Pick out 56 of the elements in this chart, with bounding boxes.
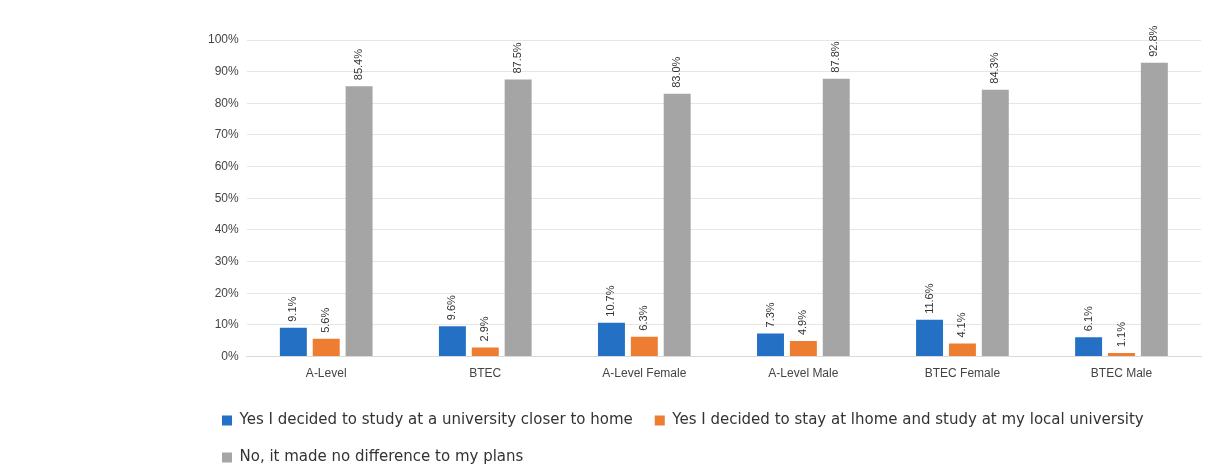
- bar: [1140, 62, 1168, 357]
- bar: [981, 89, 1009, 357]
- y-tick-label: 80%: [214, 95, 240, 110]
- data-label: 6.3%: [637, 305, 650, 331]
- data-label: 87.8%: [829, 41, 842, 73]
- legend-label: Yes I decided to study at a university closer to home: [238, 410, 633, 429]
- y-tick-label: 20%: [214, 285, 240, 300]
- legend-label: Yes I decided to stay at lhome and study at my local university: [671, 410, 1144, 429]
- bar: [438, 326, 466, 357]
- bar: [789, 341, 817, 357]
- x-tick-label: BTEC Female: [924, 366, 1001, 381]
- bar: [312, 338, 340, 357]
- bar: [663, 93, 691, 357]
- bar: [916, 319, 944, 357]
- legend-label: No, it made no difference to my plans: [239, 447, 524, 466]
- bar: [471, 347, 499, 357]
- data-label: 87.5%: [511, 42, 524, 74]
- x-tick-label: BTEC: [469, 366, 502, 381]
- data-label: 1.1%: [1114, 321, 1127, 348]
- data-label: 9.6%: [445, 294, 458, 321]
- y-tick-label: 70%: [214, 127, 240, 142]
- bar: [1075, 337, 1103, 357]
- bar: [757, 333, 784, 357]
- bar: [597, 322, 625, 357]
- data-label: 92.8%: [1147, 25, 1160, 57]
- y-tick-label: 100%: [207, 32, 240, 47]
- bar: [1108, 353, 1135, 357]
- x-tick-label: A-Level: [305, 366, 347, 381]
- data-label: 2.9%: [478, 316, 491, 342]
- data-label: 83.0%: [670, 56, 683, 88]
- x-tick-label: BTEC Male: [1090, 366, 1153, 381]
- x-tick-label: A-Level Male: [768, 366, 839, 381]
- bar: [504, 79, 532, 357]
- data-label: 4.1%: [955, 312, 968, 338]
- y-tick-label: 10%: [214, 317, 240, 332]
- bar: [630, 336, 658, 357]
- data-label: 6.1%: [1081, 306, 1094, 332]
- y-tick-label: 90%: [214, 63, 240, 78]
- bar: [822, 78, 850, 357]
- data-label: 85.4%: [352, 48, 365, 81]
- data-label: 10.7%: [604, 285, 617, 317]
- y-tick-label: 0%: [221, 348, 240, 363]
- bar: [279, 327, 307, 357]
- x-tick-label: A-Level Female: [602, 366, 687, 381]
- data-label: 4.9%: [796, 309, 809, 336]
- y-tick-label: 30%: [214, 253, 240, 268]
- data-label: 11.6%: [922, 283, 935, 314]
- bar: [948, 343, 976, 357]
- data-label: 84.3%: [988, 52, 1001, 84]
- data-label: 5.6%: [319, 307, 332, 333]
- data-label: 9.1%: [286, 296, 299, 322]
- data-label: 7.3%: [763, 302, 776, 328]
- y-tick-label: 50%: [214, 190, 240, 205]
- y-tick-label: 40%: [214, 222, 240, 237]
- bar: [345, 86, 373, 357]
- y-tick-label: 60%: [214, 158, 240, 173]
